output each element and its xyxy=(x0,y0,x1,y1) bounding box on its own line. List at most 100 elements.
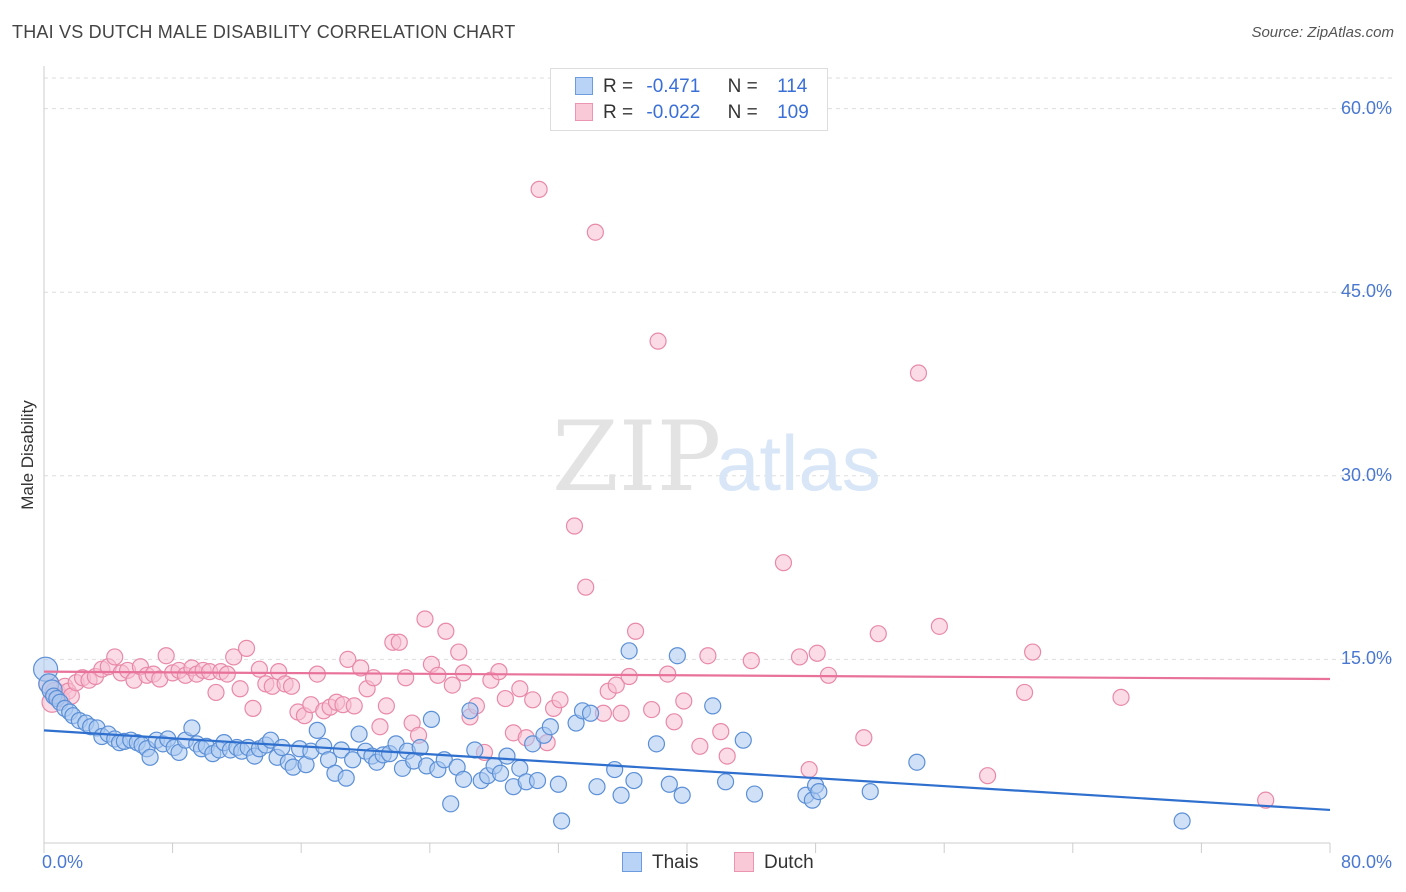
dutch-r-label: R = xyxy=(603,102,634,123)
dutch-point xyxy=(1112,688,1130,706)
dutch-point xyxy=(790,648,809,666)
thais-r-label: R = xyxy=(603,76,634,97)
thais-point xyxy=(466,741,484,759)
dutch-point xyxy=(565,517,584,535)
dutch-point xyxy=(339,650,357,669)
dutch-point xyxy=(218,665,236,683)
dutch-point xyxy=(586,223,604,241)
thais-swatch xyxy=(575,77,593,95)
thais-trend-line xyxy=(43,729,1331,812)
thais-legend-label: Thais xyxy=(652,852,699,873)
thais-point xyxy=(734,731,752,749)
dutch-point xyxy=(490,663,508,681)
thais-point xyxy=(422,710,441,728)
thais-point xyxy=(647,735,666,753)
thais-point xyxy=(581,704,600,722)
dutch-point xyxy=(551,691,569,709)
dutch-point xyxy=(511,680,529,698)
dutch-point xyxy=(207,683,225,702)
dutch-point xyxy=(742,652,760,670)
thais-n-value: 114 xyxy=(777,76,808,97)
x-tick-max: 80.0% xyxy=(1340,852,1392,872)
thais-point xyxy=(704,697,722,715)
thais-point xyxy=(528,771,547,790)
dutch-point xyxy=(157,647,175,665)
axes xyxy=(43,66,1331,853)
y-tick-label-15: 15.0% xyxy=(1340,648,1392,669)
thais-point xyxy=(549,775,568,793)
dutch-point xyxy=(454,664,473,682)
dutch-point xyxy=(649,332,667,350)
dutch-point xyxy=(620,667,638,686)
stats-row-thais: R = -0.471 N = 114 xyxy=(575,76,807,100)
y-tick-label-45: 45.0% xyxy=(1340,281,1392,302)
dutch-trend-line xyxy=(43,670,1331,681)
dutch-point xyxy=(437,622,455,640)
dutch-point xyxy=(429,666,447,684)
dutch-point xyxy=(397,669,415,687)
dutch-point xyxy=(712,723,730,741)
dutch-point xyxy=(106,648,124,666)
dutch-point xyxy=(371,718,389,736)
thais-point xyxy=(553,812,571,830)
thais-point xyxy=(498,747,516,765)
thais-point xyxy=(588,778,606,796)
thais-point xyxy=(612,786,630,804)
thais-point xyxy=(625,771,643,790)
dutch-point xyxy=(691,737,709,755)
dutch-point xyxy=(496,689,514,708)
chart-title: THAI VS DUTCH MALE DISABILITY CORRELATIO… xyxy=(12,22,516,42)
dutch-point xyxy=(524,691,542,709)
thais-point xyxy=(141,748,159,766)
dutch-point xyxy=(665,713,683,731)
thais-point xyxy=(491,764,510,782)
stats-legend: R = -0.471 N = 114 R = -0.022 N = 109 xyxy=(550,68,828,131)
dutch-legend-label: Dutch xyxy=(764,852,814,873)
thais-point xyxy=(461,702,479,720)
dutch-point xyxy=(352,659,370,677)
dutch-point xyxy=(607,676,625,694)
dutch-point xyxy=(443,676,461,694)
dutch-point xyxy=(282,677,301,695)
dutch-point xyxy=(237,639,256,657)
dutch-n-value: 109 xyxy=(777,102,809,123)
thais-point xyxy=(337,769,355,787)
dutch-point xyxy=(364,669,383,687)
trend-lines xyxy=(43,670,1331,812)
thais-point xyxy=(1173,812,1191,830)
stats-row-dutch: R = -0.022 N = 109 xyxy=(575,102,809,126)
thais-point xyxy=(668,647,686,665)
dutch-n-label: N = xyxy=(727,102,758,123)
thais-point xyxy=(541,718,559,736)
dutch-point xyxy=(800,760,818,779)
dutch-point xyxy=(626,622,645,640)
dutch-point xyxy=(718,747,736,765)
dutch-point xyxy=(530,180,548,198)
thais-point xyxy=(411,738,429,757)
thais-point xyxy=(861,782,879,801)
thais-point xyxy=(350,725,368,743)
watermark-atlas: atlas xyxy=(716,419,881,507)
dutch-point xyxy=(390,633,408,651)
source-credit: Source: ZipAtlas.com xyxy=(1251,24,1394,41)
dutch-point xyxy=(250,660,269,678)
dutch-point xyxy=(1015,683,1034,702)
dutch-point xyxy=(675,692,693,710)
thais-point xyxy=(273,738,291,757)
thais-point xyxy=(442,795,460,813)
dutch-r-value: -0.022 xyxy=(646,102,701,123)
dutch-point xyxy=(869,625,887,643)
thais-point xyxy=(620,642,638,660)
thais-point xyxy=(660,775,678,793)
gridlines xyxy=(44,77,1392,660)
dutch-swatch xyxy=(575,103,593,121)
y-tick-label-30: 30.0% xyxy=(1340,464,1392,485)
dutch-point xyxy=(450,643,468,661)
dutch-legend-swatch xyxy=(734,852,754,872)
dutch-point xyxy=(979,767,997,785)
y-tick-label-60: 60.0% xyxy=(1340,97,1392,118)
dutch-point xyxy=(612,704,630,722)
dutch-point xyxy=(699,647,717,665)
